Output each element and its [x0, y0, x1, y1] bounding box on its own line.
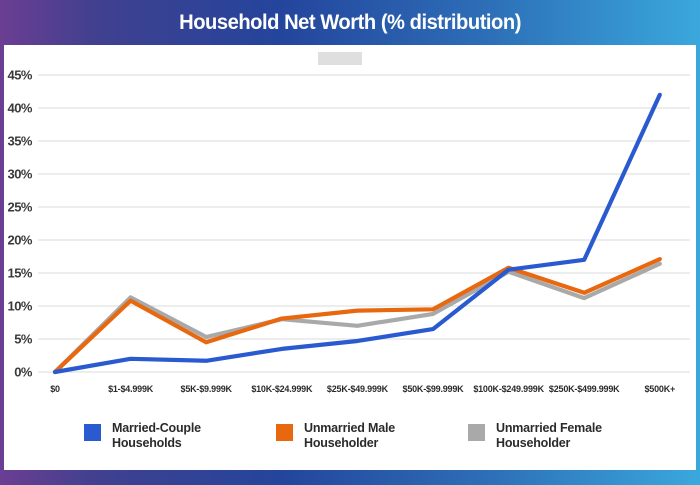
legend-label-line1: Unmarried Male	[304, 421, 395, 435]
legend-label-line1: Unmarried Female	[496, 421, 602, 435]
legend-swatch-gray	[468, 424, 485, 441]
legend-swatch-blue	[84, 424, 101, 441]
legend-label-line2: Households	[112, 435, 182, 450]
y-tick-label: 30%	[7, 167, 32, 182]
x-tick-label: $1-$4.999K	[108, 384, 154, 394]
chart-panel: 0% 5% 10% 15% 20% 25% 30% 35% 40% 45% $0 $1-$4.999K…	[4, 45, 696, 470]
y-tick-label: 40%	[7, 101, 32, 116]
x-tick-label: $250K-$499.999K	[549, 384, 620, 394]
y-tick-label: 5%	[14, 332, 33, 347]
x-tick-label: $5K-$9.999K	[181, 384, 233, 394]
y-tick-label: 25%	[7, 200, 32, 215]
series-line	[52, 92, 662, 375]
artifact-box	[318, 52, 362, 65]
y-tick-label: 15%	[7, 266, 32, 281]
series-line	[52, 261, 662, 375]
legend-swatch-orange	[276, 424, 293, 441]
legend-item-unmarried-female: Unmarried Female Householder	[468, 421, 660, 451]
legend-label-line2: Householder	[496, 435, 571, 450]
y-tick-label: 0%	[14, 365, 33, 380]
y-tick-label: 45%	[7, 68, 32, 83]
x-tick-label: $50K-$99.999K	[403, 384, 465, 394]
page-title: Household Net Worth (% distribution)	[179, 10, 521, 34]
bottom-gradient-strip	[0, 470, 700, 485]
x-tick-label: $100K-$249.999K	[473, 384, 544, 394]
x-tick-label: $10K-$24.999K	[251, 384, 313, 394]
line-chart: 0% 5% 10% 15% 20% 25% 30% 35% 40% 45% $0 $1-$4.999K…	[7, 68, 690, 394]
y-tick-label: 10%	[7, 299, 32, 314]
legend-item-unmarried-male: Unmarried Male Householder	[276, 421, 468, 451]
x-tick-label: $500K+	[645, 384, 676, 394]
y-tick-label: 20%	[7, 233, 32, 248]
legend-label-line1: Married-Couple	[112, 421, 201, 435]
legend: Married-Couple Households Unmarried Male…	[4, 421, 696, 451]
series-line	[52, 257, 662, 375]
x-tick-label: $0	[50, 384, 60, 394]
y-tick-label: 35%	[7, 134, 32, 149]
legend-item-married-couple: Married-Couple Households	[84, 421, 276, 451]
x-tick-label: $25K-$49.999K	[327, 384, 389, 394]
legend-label-line2: Householder	[304, 435, 379, 450]
title-bar: Household Net Worth (% distribution)	[0, 0, 700, 45]
